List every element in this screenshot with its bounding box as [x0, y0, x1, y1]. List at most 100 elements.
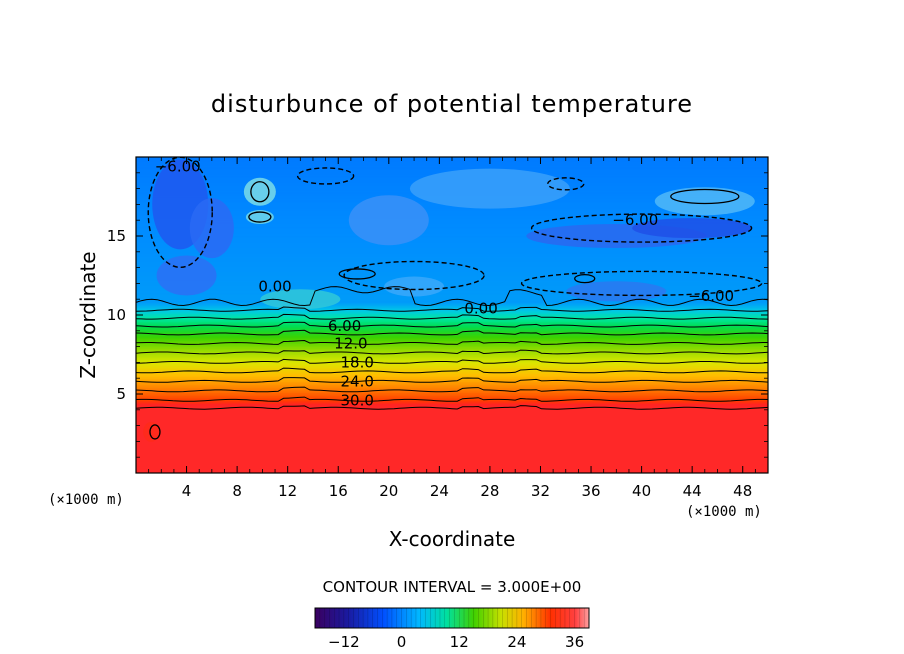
field-band	[136, 280, 768, 283]
contour-line-negative	[530, 213, 753, 243]
field-band	[136, 164, 768, 168]
field-band	[136, 229, 768, 232]
field-band	[136, 299, 768, 302]
field-band	[136, 163, 768, 166]
field-band	[136, 416, 768, 419]
field-band	[136, 441, 768, 444]
field-band	[136, 392, 768, 395]
field-band	[136, 310, 768, 313]
colorbar-segments	[314, 608, 585, 628]
contour-interval-text: CONTOUR INTERVAL = 3.000E+00	[323, 578, 582, 596]
field-band	[136, 337, 768, 340]
field-band	[136, 427, 768, 430]
field-band	[136, 428, 768, 431]
field-band	[136, 269, 768, 272]
field-band	[136, 452, 768, 455]
contour-line-closed	[250, 181, 270, 203]
field-band	[136, 411, 768, 414]
field-patch	[348, 195, 429, 246]
field-band	[136, 166, 768, 169]
contour-label: −6.00	[688, 287, 734, 305]
field-band	[136, 291, 768, 294]
field-band	[136, 243, 768, 247]
contour-line	[136, 396, 768, 402]
field-band	[136, 375, 768, 378]
field-band	[136, 294, 768, 297]
field-band	[136, 297, 768, 300]
field-band	[136, 348, 768, 351]
contour-label: 0.00	[258, 278, 291, 296]
field-band	[136, 362, 768, 365]
field-band	[136, 221, 768, 224]
field-band	[136, 378, 768, 381]
x-tick-label: 20	[379, 482, 398, 500]
field-patch	[260, 289, 341, 310]
field-band	[136, 365, 768, 368]
contour-line	[136, 386, 768, 393]
field-band	[136, 266, 768, 269]
field-band	[136, 258, 768, 261]
field-band	[136, 359, 768, 362]
field-band	[136, 311, 768, 315]
field-band	[136, 307, 768, 310]
contour-line	[136, 313, 768, 320]
field-band	[136, 406, 768, 409]
colorbar-ticks: −12 0 12 24 36	[328, 633, 584, 651]
field-band	[136, 247, 768, 250]
field-band	[136, 357, 768, 360]
field-band	[136, 283, 768, 286]
field-band	[136, 409, 768, 412]
x-tick-label: 4	[182, 482, 192, 500]
field-band	[136, 376, 768, 379]
field-band	[136, 273, 768, 277]
field-band	[136, 289, 768, 292]
field-band	[136, 414, 768, 417]
contour-line-negative	[520, 270, 763, 297]
field-band	[136, 401, 768, 405]
contour-line-closed	[149, 424, 161, 440]
field-band	[136, 305, 768, 308]
field-band	[136, 435, 768, 438]
contour-line-closed	[248, 211, 272, 223]
x-unit-left: (×1000 m)	[48, 492, 124, 508]
field-band	[136, 390, 768, 394]
field-band	[136, 300, 768, 303]
contour-line	[136, 329, 768, 336]
plot-area	[136, 157, 768, 473]
field-band	[136, 422, 768, 425]
field-band	[136, 223, 768, 226]
x-tick-label: 28	[480, 482, 499, 500]
field-band	[136, 465, 768, 468]
field-band	[136, 408, 768, 411]
field-band	[136, 345, 768, 348]
x-tick-label: 44	[683, 482, 702, 500]
field-patch	[143, 421, 160, 442]
colorbar-frame	[314, 607, 590, 629]
contour-label: 24.0	[340, 372, 373, 390]
field-patch	[632, 218, 753, 239]
field-band	[136, 281, 768, 284]
field-band	[136, 454, 768, 457]
field-band	[136, 439, 768, 442]
field-band	[136, 318, 768, 321]
field-band	[136, 237, 768, 240]
field-band	[136, 433, 768, 436]
field-band	[136, 207, 768, 210]
field-band	[136, 446, 768, 449]
colorbar	[315, 608, 589, 628]
field-band	[136, 210, 768, 213]
field-band	[136, 354, 768, 357]
field-band	[136, 384, 768, 387]
field-band	[136, 394, 768, 397]
field-band	[136, 371, 768, 375]
x-tick-label: 16	[329, 482, 348, 500]
field-band	[136, 169, 768, 172]
field-band	[136, 278, 768, 281]
field-band	[136, 259, 768, 262]
field-band	[136, 253, 768, 256]
field-band	[136, 217, 768, 220]
field-band	[136, 236, 768, 239]
field-band	[136, 352, 768, 356]
x-axis-label: X-coordinate	[389, 527, 516, 551]
field-band	[136, 220, 768, 223]
